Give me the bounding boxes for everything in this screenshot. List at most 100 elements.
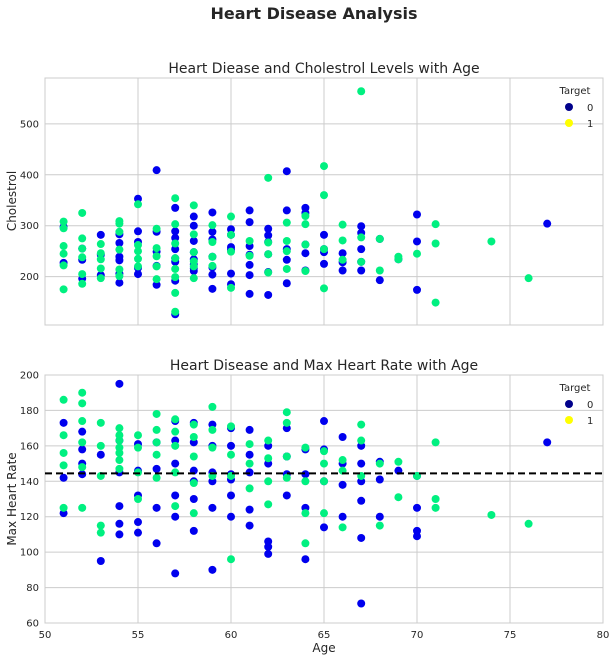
data-point-target-1	[320, 245, 328, 254]
data-point-target-0	[208, 227, 217, 236]
heart-rate-points	[59, 379, 552, 608]
heart-rate-panel-title: Heart Disease and Max Heart Rate with Ag…	[170, 358, 478, 374]
data-point-target-0	[338, 512, 347, 521]
data-point-target-1	[78, 388, 87, 397]
data-point-target-1	[96, 264, 105, 273]
data-point-target-1	[282, 218, 291, 227]
data-point-target-1	[264, 477, 273, 486]
heart-rate-legend-title: Target	[559, 383, 591, 394]
data-point-target-0	[357, 459, 366, 468]
data-point-target-1	[59, 261, 68, 270]
data-point-target-1	[245, 251, 254, 260]
data-point-target-1	[189, 262, 198, 271]
y-tick-label: 120	[20, 512, 39, 523]
data-point-target-1	[189, 230, 198, 239]
data-point-target-1	[338, 456, 347, 465]
data-point-target-0	[338, 480, 347, 489]
data-point-target-1	[152, 425, 161, 434]
data-point-target-1	[134, 262, 142, 271]
data-point-target-0	[301, 470, 310, 479]
data-point-target-1	[115, 272, 124, 281]
data-point-target-1	[59, 242, 68, 251]
data-point-target-1	[301, 212, 310, 221]
data-point-target-1	[115, 227, 124, 236]
data-point-target-0	[227, 441, 235, 450]
data-point-target-1	[320, 447, 328, 456]
data-point-target-1	[431, 239, 440, 248]
data-point-target-0	[245, 206, 254, 215]
y-tick-label: 100	[20, 548, 39, 559]
data-point-target-0	[134, 194, 142, 203]
data-point-target-0	[375, 475, 384, 484]
data-point-target-1	[96, 521, 105, 530]
data-point-target-1	[227, 450, 235, 459]
data-point-target-1	[171, 415, 180, 424]
data-point-target-0	[282, 279, 291, 288]
data-point-target-1	[171, 427, 180, 436]
data-point-target-0	[208, 503, 217, 512]
data-point-target-1	[134, 443, 142, 452]
data-point-target-1	[320, 477, 328, 486]
data-point-target-1	[171, 273, 180, 282]
data-point-target-1	[189, 479, 198, 488]
data-point-target-1	[134, 247, 142, 256]
data-point-target-1	[115, 265, 124, 274]
y-tick-label: 180	[20, 406, 39, 417]
data-point-target-1	[59, 461, 68, 470]
y-tick-label: 400	[20, 170, 39, 181]
data-point-target-1	[134, 431, 142, 440]
data-point-target-1	[264, 268, 273, 277]
data-point-target-1	[320, 459, 328, 468]
data-point-target-0	[134, 227, 142, 236]
data-point-target-1	[152, 450, 161, 459]
figure-title: Heart Disease Analysis	[210, 4, 417, 23]
data-point-target-1	[431, 495, 440, 503]
data-point-target-0	[78, 427, 87, 436]
data-point-target-0	[338, 266, 347, 275]
data-point-target-0	[208, 284, 217, 293]
data-point-target-0	[357, 245, 366, 254]
data-point-target-1	[375, 234, 384, 243]
data-point-target-0	[152, 166, 161, 175]
data-point-target-0	[413, 503, 421, 512]
data-point-target-1	[78, 399, 87, 408]
data-point-target-0	[357, 222, 366, 231]
data-point-target-1	[171, 288, 180, 297]
data-point-target-1	[357, 233, 366, 242]
data-point-target-1	[78, 253, 87, 262]
data-point-target-1	[171, 468, 180, 477]
data-point-target-1	[171, 502, 180, 511]
data-point-target-1	[171, 194, 180, 203]
heart-rate-legend-marker-1	[565, 416, 573, 424]
data-point-target-1	[96, 255, 105, 264]
data-point-target-0	[282, 491, 291, 500]
x-tick-label: 60	[225, 630, 238, 641]
data-point-target-1	[115, 424, 124, 433]
x-tick-label: 70	[411, 630, 424, 641]
y-tick-label: 200	[20, 371, 39, 382]
data-point-target-0	[152, 280, 161, 289]
data-point-target-1	[338, 255, 347, 264]
data-point-target-0	[171, 233, 180, 242]
data-point-target-1	[115, 436, 124, 445]
data-point-target-0	[245, 289, 254, 298]
data-point-target-0	[338, 433, 347, 441]
data-point-target-0	[264, 224, 273, 233]
data-point-target-0	[227, 225, 235, 234]
data-point-target-0	[189, 221, 198, 230]
data-point-target-1	[189, 420, 198, 429]
data-point-target-1	[171, 239, 180, 248]
data-point-target-0	[96, 557, 105, 565]
data-point-target-0	[413, 285, 421, 294]
data-point-target-0	[320, 523, 328, 532]
data-point-target-1	[301, 509, 310, 518]
data-point-target-1	[264, 436, 273, 445]
data-point-target-1	[264, 173, 273, 182]
data-point-target-0	[245, 425, 254, 434]
data-point-target-0	[115, 379, 124, 388]
data-point-target-1	[357, 87, 366, 96]
data-point-target-1	[431, 438, 440, 447]
data-point-target-1	[152, 244, 161, 253]
cholesterol-legend-marker-0	[565, 103, 573, 111]
